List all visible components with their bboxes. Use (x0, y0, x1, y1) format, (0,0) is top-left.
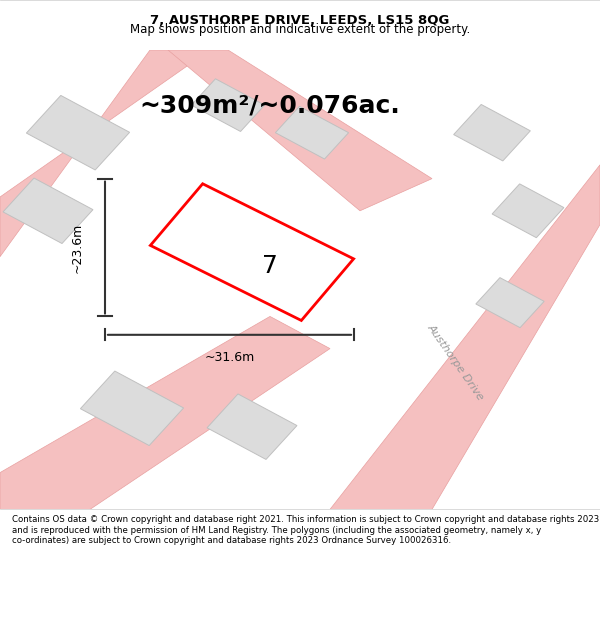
Text: 7, AUSTHORPE DRIVE, LEEDS, LS15 8QG: 7, AUSTHORPE DRIVE, LEEDS, LS15 8QG (151, 14, 449, 27)
Text: Austhorpe Drive: Austhorpe Drive (426, 322, 486, 402)
Polygon shape (0, 50, 210, 257)
Polygon shape (207, 394, 297, 459)
Text: ~23.6m: ~23.6m (71, 222, 84, 272)
Polygon shape (0, 316, 330, 509)
Text: ~309m²/~0.076ac.: ~309m²/~0.076ac. (140, 93, 400, 117)
Polygon shape (275, 106, 349, 159)
Polygon shape (191, 79, 265, 131)
Polygon shape (330, 165, 600, 509)
Polygon shape (3, 178, 93, 244)
Text: 7: 7 (262, 254, 278, 278)
Polygon shape (476, 278, 544, 328)
Text: ~31.6m: ~31.6m (205, 351, 254, 364)
Text: Map shows position and indicative extent of the property.: Map shows position and indicative extent… (130, 23, 470, 36)
Polygon shape (80, 371, 184, 446)
Polygon shape (454, 104, 530, 161)
Polygon shape (168, 50, 432, 211)
Polygon shape (151, 184, 353, 321)
Polygon shape (492, 184, 564, 238)
Text: Contains OS data © Crown copyright and database right 2021. This information is : Contains OS data © Crown copyright and d… (12, 515, 599, 545)
Polygon shape (26, 96, 130, 170)
